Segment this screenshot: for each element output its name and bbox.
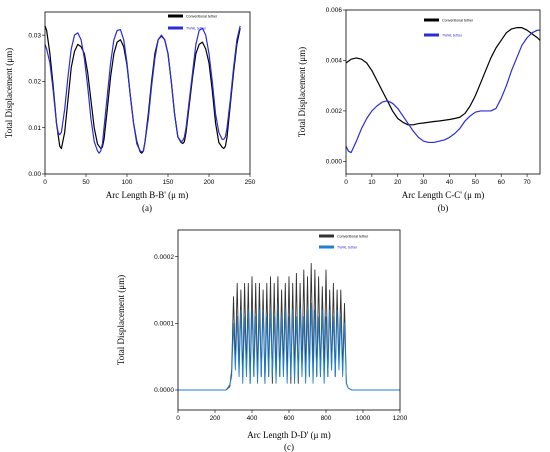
chart-a-xtick-label: 0 [43,179,47,186]
chart-b-ytick-label: 0.000 [326,159,343,166]
chart-b-series-1-line [345,27,541,126]
chart-a-ylabel: Total Displacement (μm) [4,48,14,138]
chart-b-xtick-label: 30 [420,179,428,186]
chart-a-ytick-label: 0.00 [28,171,41,178]
chart-b-legend-label-2: TWHL tether [442,34,463,38]
chart-b-xtick-label: 0 [344,179,348,186]
chart-b-xtick-label: 70 [523,179,531,186]
chart-c-ytick-label: 0.0001 [154,321,174,328]
chart-b-legend: Conventional tether TWHL tether [424,18,474,38]
chart-c-ytick-label: 0.0000 [154,387,174,394]
chart-a-xtick-label: 150 [163,179,174,186]
chart-b-xtick-label: 10 [368,179,376,186]
chart-c-legend-label-2: TWHL tether [337,246,358,250]
chart-a-lines [44,25,241,154]
chart-b: 0 10 20 30 40 50 60 70 0.000 0.002 0.004 0.006 Conv… [297,7,541,213]
chart-a: 0 50 100 150 200 250 0.00 0.01 0.02 0.03 Conventi… [4,11,256,213]
chart-b-xlabel: Arc Length C-C' (μ m) [402,190,484,200]
chart-c-xtick-label: 1000 [356,415,371,422]
chart-c-xtick-label: 600 [284,415,295,422]
chart-a-ytick-label: 0.02 [28,79,41,86]
chart-a-ytick-label: 0.01 [28,125,41,132]
chart-c-xtick-label: 800 [321,415,332,422]
chart-b-lines [345,27,541,154]
chart-b-ytick-label: 0.004 [326,58,343,65]
chart-c-xtick-label: 1200 [393,415,408,422]
chart-c-xlabel: Arc Length D-D' (μ m) [247,430,330,440]
chart-a-xtick-label: 100 [122,179,133,186]
chart-a-ticks: 0 50 100 150 200 250 0.00 0.01 0.02 0.03 [28,32,255,186]
chart-b-xtick-label: 50 [472,179,480,186]
chart-c-xtick-label: 0 [176,415,180,422]
chart-c-lines [178,262,400,391]
chart-b-series-2-line [345,29,540,154]
chart-b-xtick-label: 40 [446,179,454,186]
chart-b-frame [345,9,541,175]
chart-a-ytick-label: 0.03 [28,32,41,39]
chart-c-caption: (c) [284,442,294,452]
chart-b-ylabel: Total Displacement (μm) [297,47,307,137]
chart-b-caption: (b) [438,203,449,213]
chart-c-series-2-line [178,302,400,391]
chart-c-legend-label-1: Conventional tether [337,235,369,239]
chart-a-legend-label-1: Conventional tether [186,15,218,19]
chart-a-xtick-label: 50 [82,179,90,186]
chart-b-legend-label-1: Conventional tether [442,19,474,23]
chart-a-series-1-line [44,25,241,154]
chart-b-ticks: 0 10 20 30 40 50 60 70 0.000 0.002 0.004 0.006 [326,7,531,186]
chart-c-xtick-label: 200 [210,415,221,422]
chart-a-series-2-line [44,25,241,154]
chart-a-legend-label-2: TWHL tether [186,27,207,31]
chart-c-xtick-label: 400 [247,415,258,422]
chart-b-ytick-label: 0.002 [326,108,343,115]
chart-a-xlabel: Arc Length B-B' (μ m) [106,190,188,200]
chart-a-caption: (a) [142,203,152,213]
chart-a-legend: Conventional tether TWHL tether [168,14,218,31]
chart-c-legend: Conventional tether TWHL tether [319,234,369,250]
chart-a-frame [44,11,251,175]
chart-c-ytick-label: 0.0002 [154,254,174,261]
chart-b-xtick-label: 20 [394,179,402,186]
chart-c-ticks: 0 200 400 600 800 1000 1200 0.0000 0.0001 0.0002 [154,254,408,422]
chart-b-xtick-label: 60 [498,179,506,186]
chart-c: 0 200 400 600 800 1000 12000.00000.00010.0002 … [116,229,408,452]
chart-a-xtick-label: 200 [204,179,215,186]
chart-c-ylabel: Total Displacement (μm) [116,275,126,365]
chart-a-xtick-label: 250 [245,179,256,186]
chart-b-ytick-label: 0.006 [326,7,343,14]
